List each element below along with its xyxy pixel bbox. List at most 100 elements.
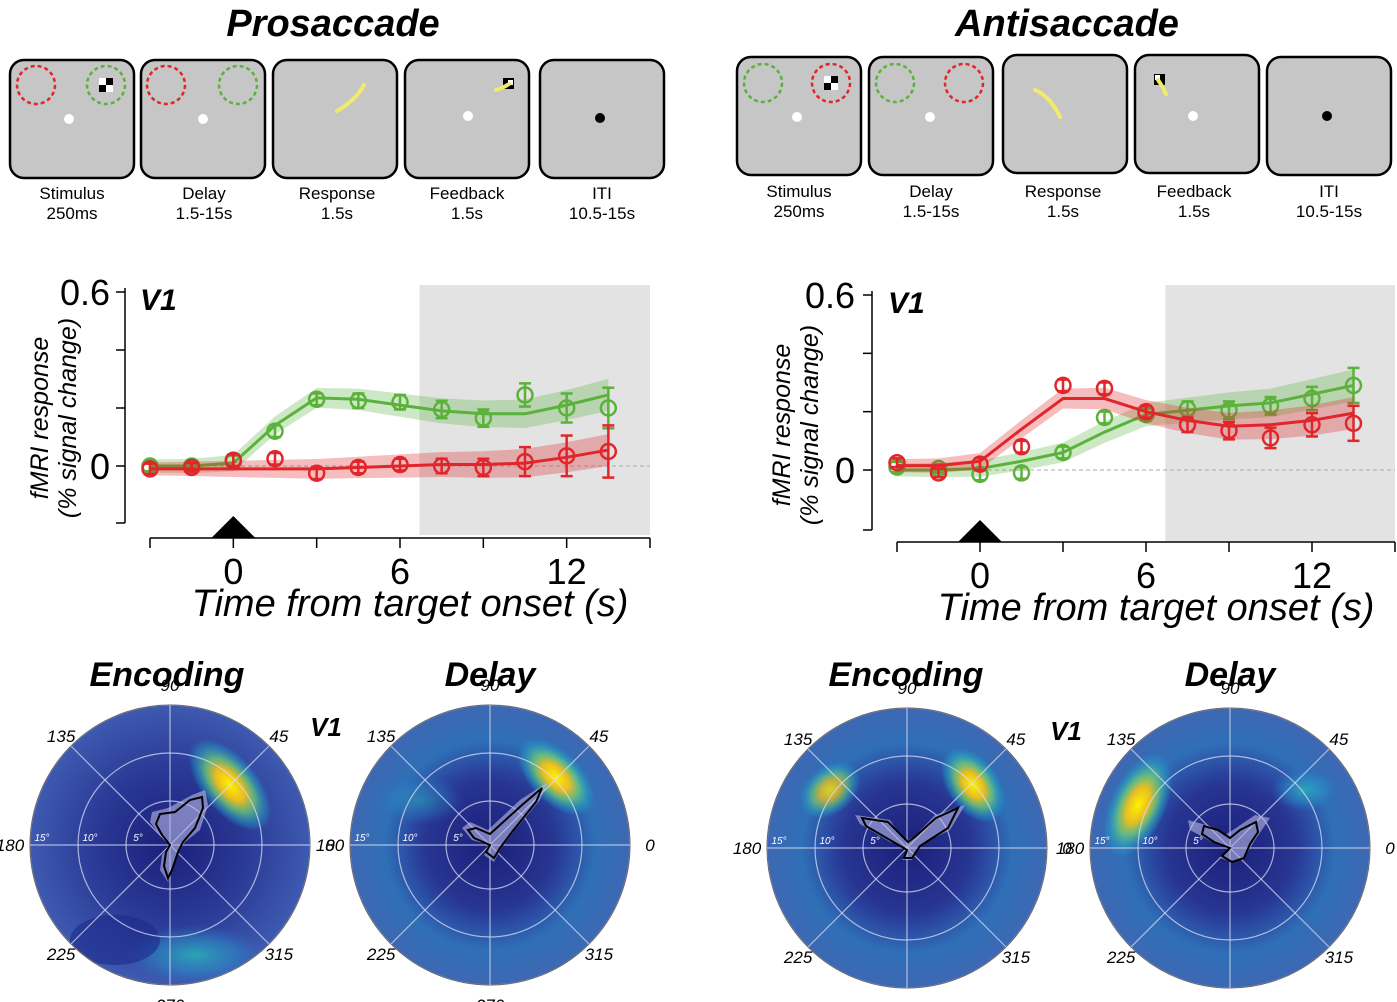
polar-angle-label: 225 (1106, 948, 1136, 967)
polar-spoke (70, 745, 171, 846)
polar-spoke (489, 844, 590, 945)
polar-radius-label: 15° (1094, 836, 1109, 847)
red-data-point (391, 455, 409, 474)
red-target-ring (810, 62, 852, 104)
response-screen (271, 58, 399, 180)
red-data-point (224, 451, 243, 469)
stage-label: ITI (592, 184, 612, 203)
antisaccade-trial-sequence (735, 53, 1393, 177)
checkerboard-stimulus-icon (824, 76, 838, 90)
black-fixation-dot (595, 113, 605, 123)
polar-spoke (1130, 847, 1231, 948)
stage-time: 1.5s (321, 204, 353, 223)
polar-angle-label: 270 (475, 996, 505, 1002)
green-data-point (391, 393, 409, 411)
polar-angle-label: 45 (1329, 730, 1348, 749)
polar-angle-label: 270 (892, 999, 922, 1002)
encoding-title: Encoding (829, 656, 984, 694)
red-data-point (307, 464, 326, 482)
polar-angle-label: 225 (783, 948, 813, 967)
red-data-point (516, 452, 534, 471)
stage-label: Feedback (430, 184, 505, 203)
green-data-point (1220, 401, 1238, 419)
stage-time: 10.5-15s (1296, 202, 1362, 221)
red-data-point (1095, 379, 1114, 398)
polar-angle-label: 315 (1002, 948, 1031, 967)
polar-spoke (169, 844, 270, 945)
x-axis-label: Time from target onset (s) (192, 583, 629, 625)
polar-grid: 0 45 90 135 180 225 270 315 5° 10° 15° (733, 679, 1072, 1002)
green-target-ring (217, 64, 259, 106)
red-data-point (1344, 414, 1363, 433)
antisaccade-stage-labels: Stimulus 250ms Delay 1.5-15s Response 1.… (766, 182, 1362, 221)
polar-radius-label: 10° (82, 833, 97, 844)
red-data-point (599, 442, 618, 461)
red-data-point (1261, 429, 1280, 447)
green-data-point (474, 409, 493, 427)
stage-time: 1.5-15s (176, 204, 233, 223)
x-axis-label: Time from target onset (s) (938, 587, 1375, 629)
delay-title: Delay (445, 656, 538, 694)
polar-angle-label: 45 (1006, 730, 1025, 749)
shaded-period (1165, 285, 1395, 541)
green-fit-ribbon (150, 379, 609, 474)
polar-angle-label: 180 (0, 836, 25, 855)
green-data-point (1303, 389, 1321, 408)
stage-label: Stimulus (766, 182, 831, 201)
red-data-point (349, 458, 368, 477)
polar-radius-label: 15° (771, 836, 786, 847)
green-target-ring (85, 64, 127, 106)
y-tick-label: 0 (835, 450, 855, 491)
red-data-point (141, 460, 159, 478)
fixation-dot (198, 114, 208, 124)
target-onset-marker (958, 520, 1002, 542)
polar-radius-label: 5° (453, 833, 463, 844)
polar-angle-label: 315 (1325, 948, 1354, 967)
red-data-point (474, 458, 493, 477)
stage-label: Delay (182, 184, 226, 203)
green-data-point (1012, 464, 1031, 482)
prosaccade-stage-labels: Stimulus 250ms Delay 1.5-15s Response 1.… (39, 184, 635, 223)
polar-angle-label: 0 (325, 836, 335, 855)
green-data-point (557, 399, 576, 417)
prosaccade-encoding-trace (150, 790, 208, 882)
stage-time: 250ms (46, 204, 97, 223)
polar-region-label: V1 (1050, 716, 1082, 746)
polar-angle-label: 180 (316, 836, 345, 855)
antisaccade-encoding-trace (855, 805, 965, 860)
polar-angle-label: 135 (367, 727, 396, 746)
polar-region-label: V1 (310, 712, 342, 742)
polar-angle-label: 270 (155, 996, 185, 1002)
red-data-point (182, 458, 201, 477)
prosaccade-title: Prosaccade (226, 3, 439, 45)
red-target-ring (145, 64, 187, 106)
stage-label: ITI (1319, 182, 1339, 201)
region-label: V1 (140, 284, 177, 317)
fixation-dot (1188, 111, 1198, 121)
polar-angle-label: 135 (47, 727, 76, 746)
stage-label: Response (299, 184, 376, 203)
polar-radius-label: 5° (133, 833, 143, 844)
stage-time: 250ms (773, 202, 824, 221)
polar-grid: 0 45 90 135 180 225 270 315 5° 10° 15° (316, 676, 655, 1002)
polar-angle-label: 90 (1221, 679, 1240, 698)
green-data-point (599, 399, 618, 417)
y-label-line: fMRI response (26, 337, 54, 500)
polar-spoke (390, 844, 491, 945)
polar-radius-label: 5° (1193, 836, 1203, 847)
red-data-point (432, 457, 451, 475)
polar-angle-label: 135 (784, 730, 813, 749)
polar-radius-label: 15° (354, 833, 369, 844)
red-data-point (971, 455, 989, 473)
x-tick-label: 12 (1292, 555, 1332, 596)
delay-title: Delay (1185, 656, 1278, 694)
polar-angle-label: 180 (1056, 839, 1085, 858)
y-label-line: fMRI response (768, 344, 796, 507)
saccade-trace (335, 83, 366, 113)
polar-angle-label: 135 (1107, 730, 1136, 749)
red-data-point (266, 450, 284, 468)
green-data-point (266, 422, 284, 440)
green-target-ring (742, 62, 784, 104)
response-screen (1001, 53, 1129, 175)
